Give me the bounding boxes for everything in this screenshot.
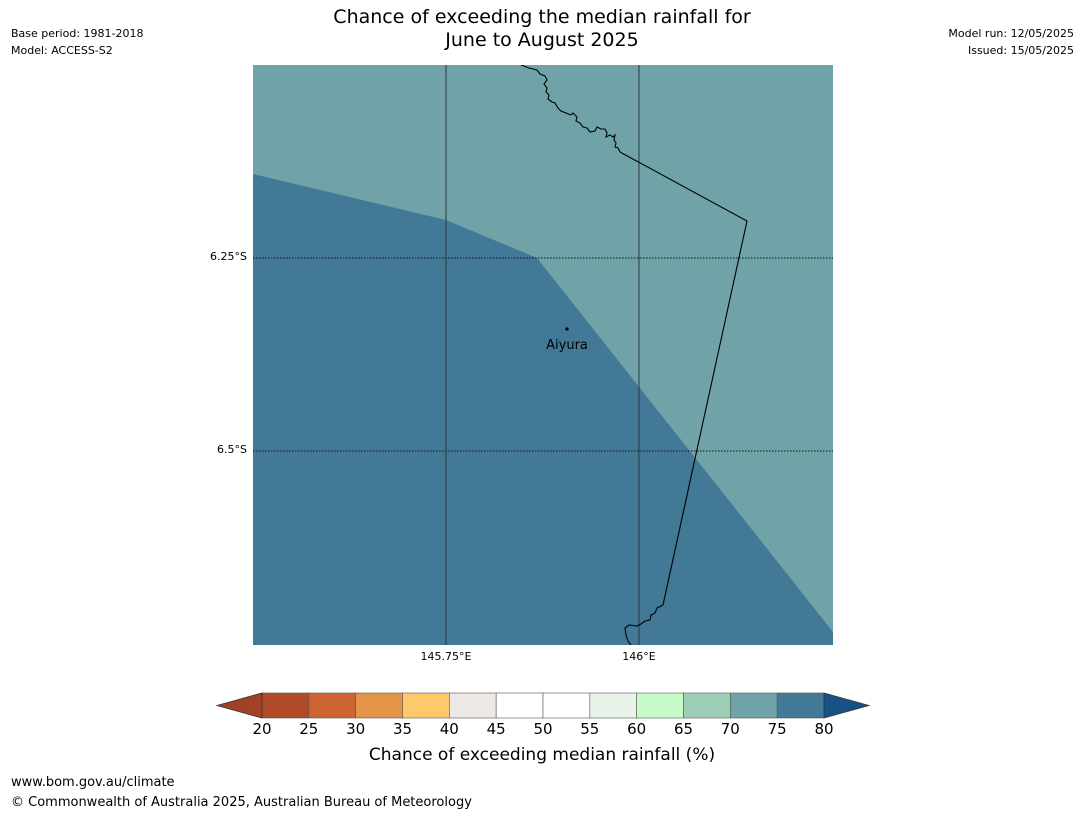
coastline [520, 65, 621, 153]
border-line [619, 151, 748, 606]
colorbar-tick-label: 30 [346, 720, 366, 738]
gridlines [253, 65, 833, 645]
colorbar-segment [449, 692, 497, 719]
colorbar-segment [730, 692, 778, 719]
colorbar-tick-label: 20 [252, 720, 272, 738]
colorbar [215, 692, 871, 719]
base-period-text: Base period: 1981-2018 [11, 27, 144, 40]
colorbar-tick-label: 50 [533, 720, 553, 738]
colorbar-tick-label: 25 [299, 720, 319, 738]
colorbar-tick-label: 75 [767, 720, 787, 738]
model-info: Base period: 1981-2018 Model: ACCESS-S2 [11, 25, 143, 59]
aiyura-marker [565, 327, 569, 331]
footer-copyright: © Commonwealth of Australia 2025, Austra… [11, 795, 472, 810]
colorbar-under-arrow [215, 692, 263, 719]
colorbar-over-arrow [823, 692, 871, 719]
issued-text: Issued: 15/05/2025 [967, 44, 1074, 57]
colorbar-segment [261, 692, 310, 719]
colorbar-segment [402, 692, 450, 719]
colorbar-segment [308, 692, 356, 719]
colorbar-tick-label: 70 [720, 720, 740, 738]
colorbar-tick-label: 55 [580, 720, 600, 738]
coastline-south [624, 604, 664, 645]
colorbar-tick-label: 80 [814, 720, 834, 738]
colorbar-segment [355, 692, 403, 719]
lat-label-6-5: 6.5°S [217, 443, 247, 456]
lon-label-146: 146°E [622, 650, 656, 663]
region-75-80-percent [253, 174, 833, 645]
boundary-line [520, 65, 748, 645]
run-info: Model run: 12/05/2025 Issued: 15/05/2025 [948, 25, 1074, 59]
colorbar-tick-label: 40 [439, 720, 459, 738]
lon-label-145-75: 145.75°E [420, 650, 472, 663]
colorbar-segment [636, 692, 684, 719]
map-title: Chance of exceeding the median rainfall … [242, 6, 842, 52]
colorbar-segment [495, 692, 544, 719]
colorbar-tick-label: 60 [627, 720, 647, 738]
colorbar-segment [683, 692, 731, 719]
model-text: Model: ACCESS-S2 [11, 44, 113, 57]
rainfall-map: Aiyura [253, 65, 833, 645]
colorbar-title: Chance of exceeding median rainfall (%) [368, 745, 716, 765]
model-run-text: Model run: 12/05/2025 [948, 27, 1074, 40]
colorbar-tick-label: 65 [673, 720, 694, 738]
colorbar-segments [261, 692, 825, 719]
colorbar-segment [542, 692, 591, 719]
colorbar-segment [776, 692, 825, 719]
colorbar-segment [589, 692, 637, 719]
aiyura-label: Aiyura [546, 338, 588, 353]
map-title-line-1: Chance of exceeding the median rainfall … [333, 6, 751, 28]
colorbar-tick-label: 45 [486, 720, 506, 738]
map-title-line-2: June to August 2025 [445, 29, 639, 51]
footer-url: www.bom.gov.au/climate [11, 775, 175, 790]
lat-label-6-25: 6.25°S [210, 250, 247, 263]
colorbar-tick-label: 35 [392, 720, 413, 738]
